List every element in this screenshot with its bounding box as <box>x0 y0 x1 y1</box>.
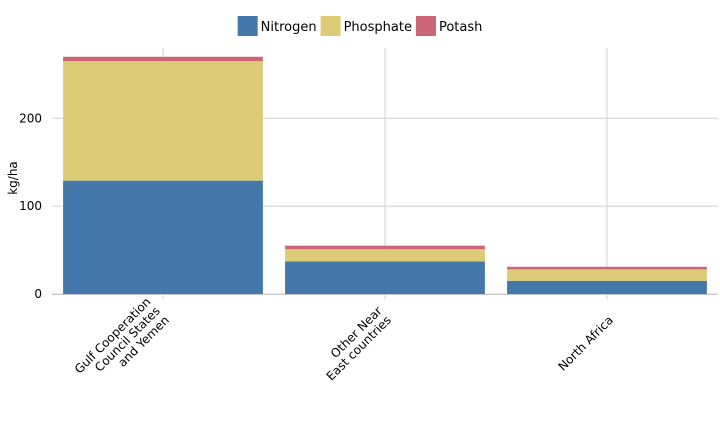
legend-key <box>415 16 436 36</box>
bar-segment-nitrogen <box>63 180 263 294</box>
bar-segment-phosphate <box>285 249 485 262</box>
y-tick-label: 100 <box>19 199 42 213</box>
y-tick-label: 0 <box>34 287 42 301</box>
bar-segment-phosphate <box>63 61 263 181</box>
x-tick-label: Other NearEast countries <box>314 304 394 384</box>
bar-segment-potash <box>63 56 263 62</box>
y-tick-label: 200 <box>19 111 42 125</box>
bars-layer <box>63 56 707 294</box>
legend-item-phosphate: Phosphate <box>320 16 412 36</box>
legend-label: Potash <box>439 20 482 35</box>
legend-item-potash: Potash <box>415 16 482 36</box>
legend-item-nitrogen: Nitrogen <box>237 16 317 36</box>
bar-segment-potash <box>285 245 485 250</box>
legend-label: Phosphate <box>344 20 412 35</box>
legend-key <box>237 16 258 36</box>
legend-key <box>320 16 341 36</box>
bar-segment-potash <box>507 266 707 270</box>
legend-label: Nitrogen <box>261 20 317 35</box>
x-tick-label: North Africa <box>555 313 616 374</box>
bar-segment-nitrogen <box>285 261 485 294</box>
y-axis-label: kg/ha <box>6 161 20 195</box>
x-tick-label: Gulf CooperationCouncil Statesand Yemen <box>72 295 172 395</box>
bar-segment-nitrogen <box>507 280 707 294</box>
bar-segment-phosphate <box>507 269 707 281</box>
legend: Nitrogen Phosphate Potash <box>237 16 482 36</box>
